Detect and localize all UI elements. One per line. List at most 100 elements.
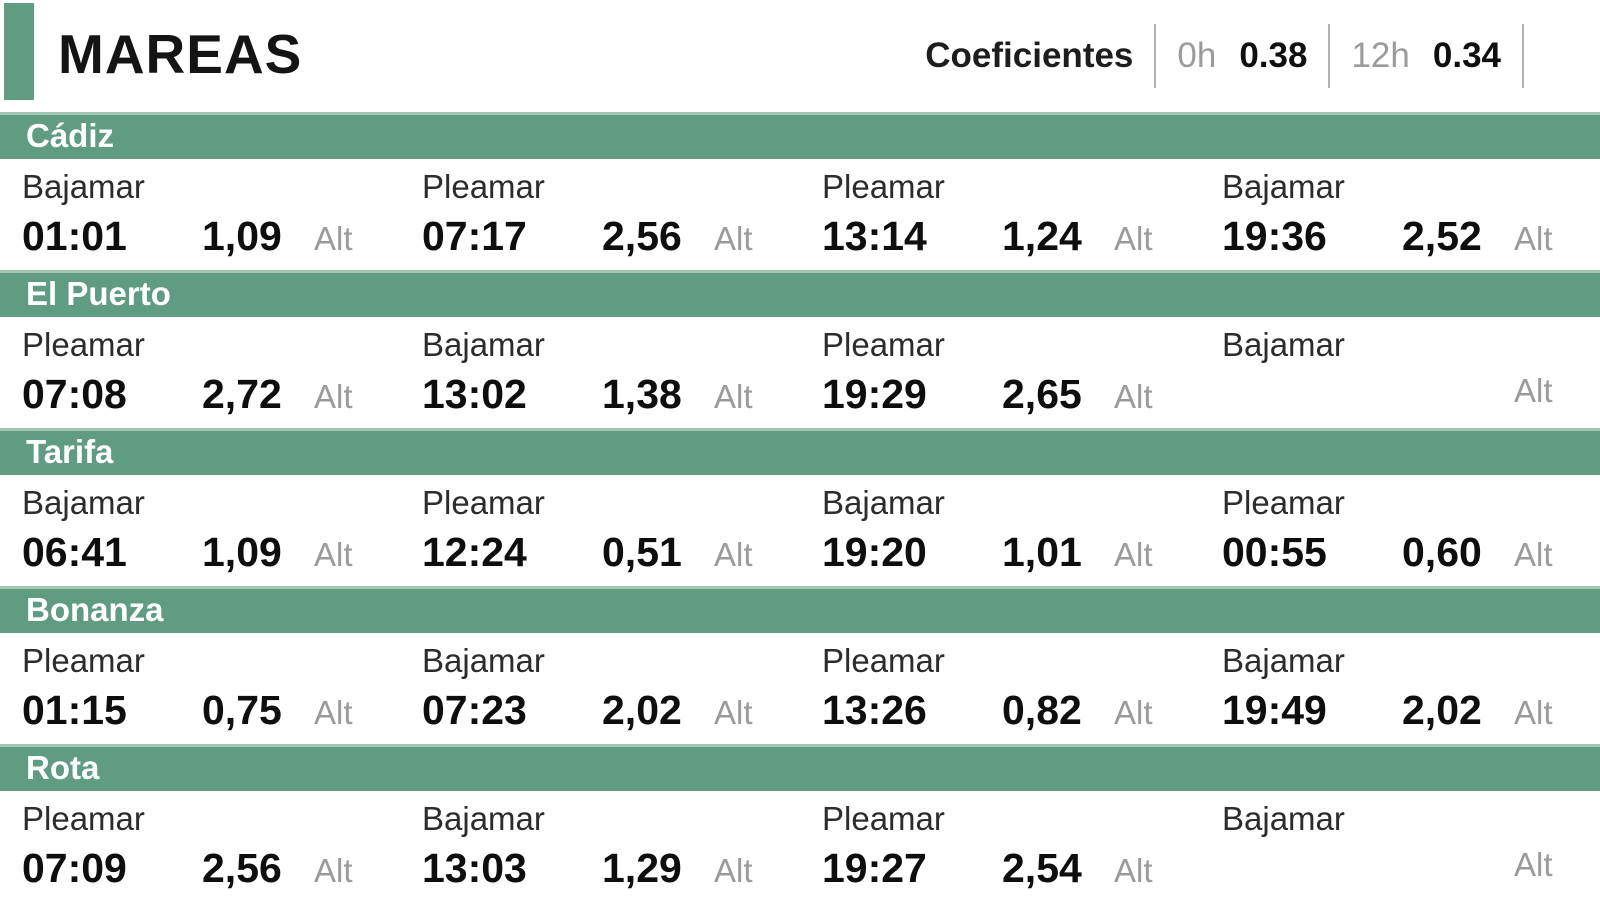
alt-label: Alt [1114, 220, 1153, 257]
header: MAREAS Coeficientes 0h 0.38 12h 0.34 [0, 0, 1600, 112]
alt-label: Alt [1514, 694, 1553, 731]
tide-entry: Pleamar 01:15 0,75 Alt [0, 633, 400, 744]
tide-values: 00:55 0,60 Alt [1222, 532, 1600, 573]
tide-entry: Pleamar 19:27 2,54 Alt [800, 791, 1200, 902]
city-section: Rota Pleamar 07:09 2,56 Alt Bajamar 13:0… [0, 744, 1600, 902]
city-header-bar: Bonanza [0, 586, 1600, 633]
city-name: Tarifa [26, 433, 114, 470]
coefficient-12h-time: 12h [1351, 36, 1410, 75]
alt-label: Alt [314, 536, 353, 573]
vertical-divider [1154, 24, 1157, 88]
coefficient-0h-time: 0h [1177, 36, 1217, 75]
tide-entry: Bajamar 19:36 2,52 Alt [1200, 159, 1600, 270]
tide-time: 12:24 [422, 529, 527, 575]
tide-entry: Pleamar 07:08 2,72 Alt [0, 317, 400, 428]
tide-time: 19:27 [822, 845, 927, 891]
alt-label: Alt [1114, 536, 1153, 573]
city-header-bar: Tarifa [0, 428, 1600, 475]
tide-entry: Bajamar Alt [1200, 317, 1600, 428]
tide-entry: Bajamar 13:03 1,29 Alt [400, 791, 800, 902]
coefficients-label: Coeficientes [925, 36, 1134, 75]
tide-entry: Pleamar 07:09 2,56 Alt [0, 791, 400, 902]
tide-height: 1,09 [202, 213, 282, 259]
city-header-bar: El Puerto [0, 270, 1600, 317]
tide-time: 19:29 [822, 371, 927, 417]
tide-values: 19:29 2,65 Alt [822, 374, 1200, 415]
alt-label: Alt [714, 694, 753, 731]
vertical-divider [1522, 24, 1524, 88]
coefficient-0h-value: 0.38 [1239, 36, 1308, 75]
tide-height: 1,24 [1002, 213, 1082, 259]
tide-time: 19:20 [822, 529, 927, 575]
tide-height: 2,52 [1402, 213, 1482, 259]
tide-entry: Pleamar 13:26 0,82 Alt [800, 633, 1200, 744]
tide-height: 2,56 [602, 213, 682, 259]
city-header-bar: Rota [0, 744, 1600, 791]
tide-type-label: Bajamar [1222, 800, 1345, 837]
city-section: El Puerto Pleamar 07:08 2,72 Alt Bajamar… [0, 270, 1600, 428]
tide-height: 2,65 [1002, 371, 1082, 417]
tide-type-label: Bajamar [422, 642, 545, 679]
tide-type-label: Pleamar [1222, 484, 1345, 521]
tide-values: 13:02 1,38 Alt [422, 374, 800, 415]
tide-entry: Pleamar 12:24 0,51 Alt [400, 475, 800, 586]
tide-values: 07:09 2,56 Alt [22, 848, 400, 889]
tide-height: 2,02 [602, 687, 682, 733]
alt-label: Alt [314, 694, 353, 731]
city-section: Tarifa Bajamar 06:41 1,09 Alt Pleamar 12… [0, 428, 1600, 586]
tide-height: 1,09 [202, 529, 282, 575]
tide-height: 1,01 [1002, 529, 1082, 575]
coefficients-group: Coeficientes 0h 0.38 12h 0.34 [925, 0, 1600, 112]
tide-entry: Bajamar 19:20 1,01 Alt [800, 475, 1200, 586]
tides-row: Bajamar 06:41 1,09 Alt Pleamar 12:24 0,5… [0, 475, 1600, 586]
tide-time: 00:55 [1222, 529, 1327, 575]
tide-type-label: Pleamar [22, 642, 145, 679]
tide-time: 13:14 [822, 213, 927, 259]
tide-entry: Bajamar 06:41 1,09 Alt [0, 475, 400, 586]
page-title: MAREAS [58, 23, 303, 85]
tide-time: 13:03 [422, 845, 527, 891]
tide-type-label: Bajamar [1222, 168, 1345, 205]
tides-row: Pleamar 01:15 0,75 Alt Bajamar 07:23 2,0… [0, 633, 1600, 744]
tide-type-label: Bajamar [822, 484, 945, 521]
alt-label: Alt [1114, 852, 1153, 889]
tide-type-label: Bajamar [422, 326, 545, 363]
coefficient-12h: 12h 0.34 [1351, 36, 1501, 76]
tides-row: Pleamar 07:09 2,56 Alt Bajamar 13:03 1,2… [0, 791, 1600, 902]
city-section: Bonanza Pleamar 01:15 0,75 Alt Bajamar 0… [0, 586, 1600, 744]
tide-entry: Bajamar Alt [1200, 791, 1600, 902]
tide-values: 07:17 2,56 Alt [422, 216, 800, 257]
alt-label: Alt [714, 852, 753, 889]
tide-height: 1,38 [602, 371, 682, 417]
alt-label: Alt [1514, 846, 1553, 883]
tide-entry: Bajamar 07:23 2,02 Alt [400, 633, 800, 744]
tide-values: 19:36 2,52 Alt [1222, 216, 1600, 257]
alt-label: Alt [1514, 536, 1553, 573]
tide-type-label: Bajamar [22, 484, 145, 521]
alt-label: Alt [1114, 378, 1153, 415]
city-name: El Puerto [26, 275, 171, 312]
city-section: Cádiz Bajamar 01:01 1,09 Alt Pleamar 07:… [0, 112, 1600, 270]
tide-values: 19:20 1,01 Alt [822, 532, 1200, 573]
city-name: Rota [26, 749, 100, 786]
tide-time: 13:26 [822, 687, 927, 733]
alt-label: Alt [314, 220, 353, 257]
tide-values: 07:23 2,02 Alt [422, 690, 800, 731]
tide-height: 1,29 [602, 845, 682, 891]
tide-values: 01:01 1,09 Alt [22, 216, 400, 257]
alt-label: Alt [714, 378, 753, 415]
alt-label: Alt [1114, 694, 1153, 731]
tide-values: 06:41 1,09 Alt [22, 532, 400, 573]
alt-label: Alt [714, 536, 753, 573]
tide-values: 13:14 1,24 Alt [822, 216, 1200, 257]
tide-values: 07:08 2,72 Alt [22, 374, 400, 415]
tide-sections: Cádiz Bajamar 01:01 1,09 Alt Pleamar 07:… [0, 112, 1600, 902]
tide-entry: Bajamar 01:01 1,09 Alt [0, 159, 400, 270]
tide-values: 01:15 0,75 Alt [22, 690, 400, 731]
coefficient-0h: 0h 0.38 [1177, 36, 1307, 76]
tide-entry: Bajamar 13:02 1,38 Alt [400, 317, 800, 428]
tide-time: 19:36 [1222, 213, 1327, 259]
tide-time: 07:23 [422, 687, 527, 733]
tide-type-label: Bajamar [1222, 642, 1345, 679]
tides-row: Pleamar 07:08 2,72 Alt Bajamar 13:02 1,3… [0, 317, 1600, 428]
